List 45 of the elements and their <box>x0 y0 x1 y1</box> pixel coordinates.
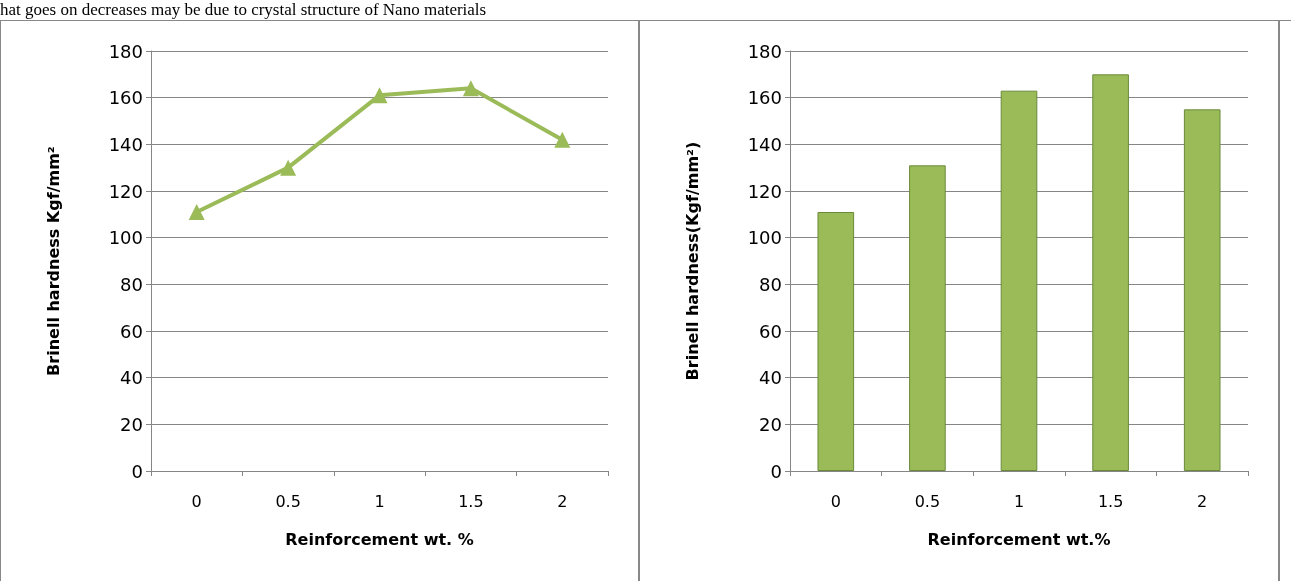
y-tick-label: 40 <box>120 367 143 389</box>
bar <box>1000 90 1038 471</box>
point <box>462 80 479 97</box>
y-tick-label: 160 <box>747 87 782 109</box>
bar <box>1092 74 1129 471</box>
bar <box>909 165 946 471</box>
x-tick-label: 1 <box>1013 491 1025 511</box>
x-tick-label: 0 <box>830 491 841 511</box>
y-tick-label: 0 <box>770 460 782 482</box>
y-tick-label: 80 <box>120 273 143 295</box>
x-tick-label: 2 <box>1197 491 1208 511</box>
y-tick-label: 20 <box>120 413 143 435</box>
y-tick-label: 40 <box>759 367 782 389</box>
x-tick-label: 1.5 <box>1097 491 1124 511</box>
y-tick-label: 80 <box>759 273 782 295</box>
y-tick-label: 180 <box>108 40 143 62</box>
x-tick-label: 0.5 <box>914 491 941 511</box>
x-axis-title: Reinforcement wt. % <box>285 529 474 549</box>
y-tick-label: 120 <box>747 180 782 202</box>
x-tick-label: 2 <box>557 491 568 511</box>
y-tick-label: 160 <box>108 87 143 109</box>
x-tick-label: 0.5 <box>275 491 301 511</box>
point <box>280 159 297 176</box>
point <box>188 204 205 220</box>
y-tick-label: 100 <box>747 227 782 249</box>
x-tick-label: 1 <box>374 491 385 511</box>
y-tick-label: 180 <box>747 40 782 62</box>
bar <box>817 212 855 471</box>
y-tick-label: 60 <box>120 320 143 342</box>
y-tick-label: 140 <box>747 133 782 155</box>
bar <box>1183 109 1221 471</box>
x-tick-label: 1.5 <box>458 491 484 511</box>
point <box>554 131 571 148</box>
y-tick-label: 120 <box>108 180 143 202</box>
y-axis-title: Brinell hardness Kgf/mm² <box>43 146 63 376</box>
x-tick-label: 0 <box>191 491 202 511</box>
y-tick-label: 100 <box>108 227 143 249</box>
y-axis-title: Brinell hardness(Kgf/mm²) <box>682 141 702 381</box>
y-tick-label: 60 <box>759 320 782 342</box>
y-tick-label: 0 <box>131 460 143 482</box>
x-axis-title: Reinforcement wt.% <box>927 529 1111 549</box>
y-tick-label: 140 <box>108 133 143 155</box>
text: hat goes on decreases may be due to crystal structure of Nano materials <box>0 0 487 19</box>
point <box>371 87 388 104</box>
y-tick-label: 20 <box>759 413 782 435</box>
